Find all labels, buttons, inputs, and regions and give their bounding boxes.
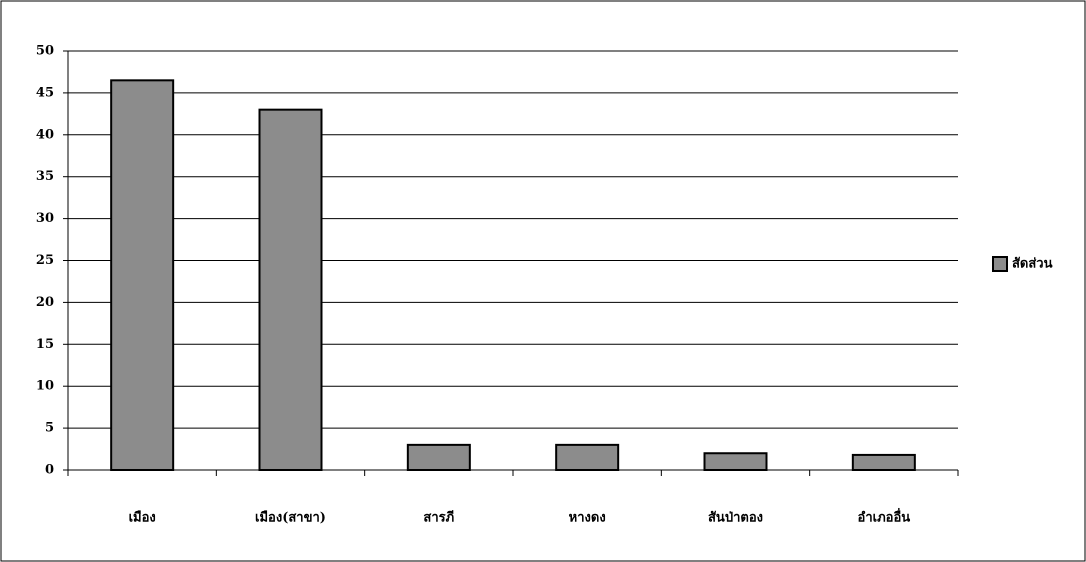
x-tick-label: อำเภออื่น bbox=[858, 508, 911, 526]
bar bbox=[851, 453, 916, 471]
y-tick-label: 15 bbox=[36, 337, 54, 352]
y-tick-label: 5 bbox=[45, 421, 54, 436]
bar bbox=[555, 443, 620, 471]
y-tick-label: 45 bbox=[36, 85, 54, 100]
x-tick-label: เมือง(สาขา) bbox=[255, 510, 326, 526]
y-tick-label: 20 bbox=[36, 295, 54, 310]
y-tick-label: 10 bbox=[36, 379, 54, 394]
bar bbox=[406, 443, 471, 471]
y-tick-label: 40 bbox=[36, 127, 54, 142]
x-tick-label: เมือง bbox=[129, 510, 156, 526]
y-tick-label: 50 bbox=[36, 44, 54, 59]
bar bbox=[703, 452, 768, 471]
x-tick-label: หางดง bbox=[569, 511, 606, 526]
y-tick-label: 30 bbox=[36, 211, 54, 226]
y-tick-label: 35 bbox=[36, 169, 54, 184]
bar bbox=[258, 108, 323, 471]
y-tick-label: 25 bbox=[36, 253, 54, 268]
legend-swatch bbox=[992, 256, 1008, 272]
bar bbox=[110, 79, 175, 472]
x-tick-label: สารภี bbox=[423, 510, 454, 526]
y-tick-label: 0 bbox=[45, 463, 54, 478]
legend-label: สัดส่วน bbox=[1012, 257, 1053, 272]
x-tick-label: สันป่าตอง bbox=[708, 511, 763, 526]
